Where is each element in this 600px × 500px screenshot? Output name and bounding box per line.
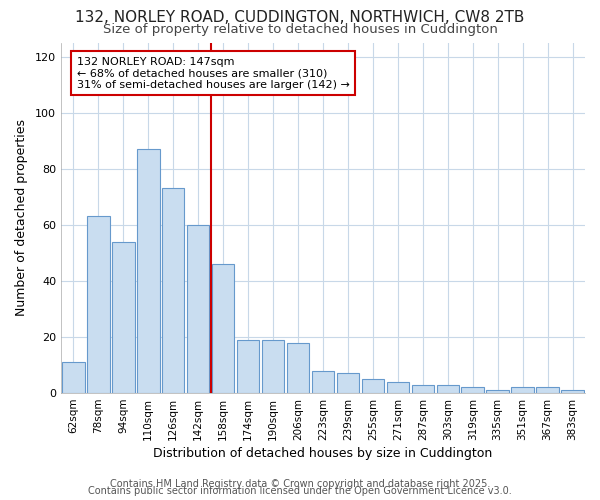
Bar (162, 188, 184, 393)
Bar (362, 379, 384, 393)
Text: 132 NORLEY ROAD: 147sqm
← 68% of detached houses are smaller (310)
31% of semi-d: 132 NORLEY ROAD: 147sqm ← 68% of detache… (77, 56, 350, 90)
Bar (212, 264, 235, 393)
Bar (536, 388, 559, 393)
Bar (112, 242, 134, 393)
Bar (237, 340, 259, 393)
Bar (337, 374, 359, 393)
Bar (187, 225, 209, 393)
Text: Contains public sector information licensed under the Open Government Licence v3: Contains public sector information licen… (88, 486, 512, 496)
Bar (62, 362, 85, 393)
Bar (312, 370, 334, 393)
Bar (412, 384, 434, 393)
Text: Size of property relative to detached houses in Cuddington: Size of property relative to detached ho… (103, 22, 497, 36)
Text: 132, NORLEY ROAD, CUDDINGTON, NORTHWICH, CW8 2TB: 132, NORLEY ROAD, CUDDINGTON, NORTHWICH,… (76, 10, 524, 25)
Bar (461, 388, 484, 393)
Bar (287, 342, 309, 393)
Bar (386, 382, 409, 393)
Bar (561, 390, 584, 393)
Bar (137, 149, 160, 393)
Bar (437, 384, 459, 393)
X-axis label: Distribution of detached houses by size in Cuddington: Distribution of detached houses by size … (154, 447, 493, 460)
Text: Contains HM Land Registry data © Crown copyright and database right 2025.: Contains HM Land Registry data © Crown c… (110, 479, 490, 489)
Bar (511, 388, 534, 393)
Bar (87, 216, 110, 393)
Y-axis label: Number of detached properties: Number of detached properties (15, 120, 28, 316)
Bar (262, 340, 284, 393)
Bar (487, 390, 509, 393)
